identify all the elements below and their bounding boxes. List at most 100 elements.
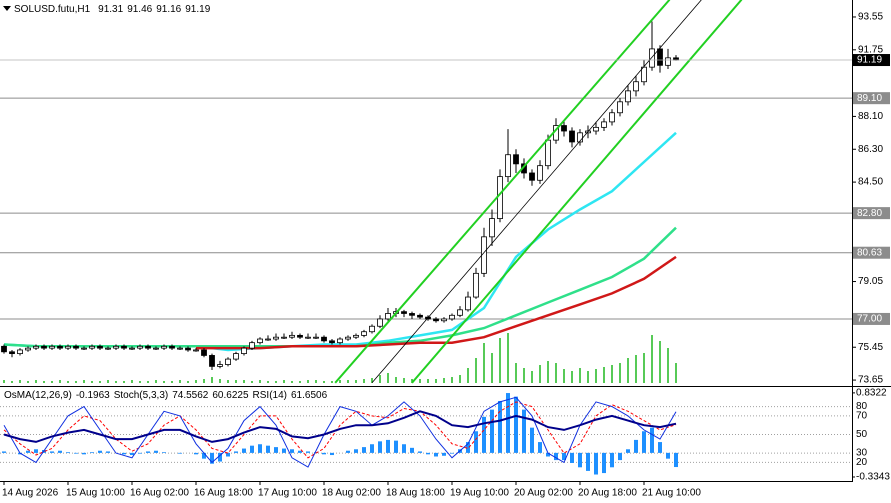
osma-bar bbox=[650, 427, 654, 453]
osma-bar bbox=[378, 441, 382, 453]
candle-body bbox=[353, 334, 359, 338]
header-open: 91.31 bbox=[98, 4, 123, 15]
header-high: 91.46 bbox=[127, 4, 152, 15]
moving-average bbox=[196, 255, 677, 350]
candle-body bbox=[129, 347, 135, 350]
osma-bar bbox=[498, 400, 502, 453]
osma-bar bbox=[250, 445, 254, 453]
level-label: 82.80 bbox=[857, 208, 882, 219]
candle-body bbox=[537, 165, 543, 181]
indicator-y2-tick-label: 0.8322 bbox=[856, 388, 887, 399]
candle-body bbox=[569, 130, 575, 143]
candle-body bbox=[97, 345, 103, 349]
candle-body bbox=[81, 347, 87, 350]
osma-bar bbox=[2, 451, 6, 453]
x-tick-label: 17 Aug 10:00 bbox=[258, 488, 317, 499]
candle-body bbox=[497, 176, 503, 219]
osma-bar bbox=[578, 452, 582, 468]
osma-bar bbox=[258, 444, 262, 453]
osma-bar bbox=[306, 451, 310, 453]
candle-body bbox=[49, 345, 55, 349]
candle-body bbox=[217, 364, 223, 367]
candle-body bbox=[345, 336, 351, 340]
indicator-pane bbox=[0, 393, 852, 475]
osma-bar bbox=[442, 452, 446, 456]
trend-line bbox=[334, 0, 671, 384]
candle-body bbox=[625, 90, 631, 103]
y-tick-label: 79.05 bbox=[858, 276, 883, 287]
x-tick-label: 21 Aug 10:00 bbox=[642, 488, 701, 499]
osma-name: OsMA(12,26,9) bbox=[4, 390, 72, 401]
x-tick-label: 18 Aug 18:00 bbox=[386, 488, 445, 499]
candle-body bbox=[601, 121, 607, 128]
stoch-main bbox=[3, 396, 677, 468]
level-label-box bbox=[853, 207, 890, 220]
candle-body bbox=[369, 325, 375, 333]
candle-body bbox=[89, 345, 95, 349]
candle-body bbox=[433, 318, 439, 322]
candle-body bbox=[593, 126, 599, 132]
y-tick-label: 84.50 bbox=[858, 177, 883, 188]
candle-body bbox=[145, 345, 151, 349]
osma-bar bbox=[658, 442, 662, 453]
candle-body bbox=[457, 309, 463, 316]
osma-bar bbox=[514, 396, 518, 453]
candle-body bbox=[465, 296, 471, 311]
osma-bar bbox=[178, 452, 182, 454]
candle-body bbox=[305, 336, 311, 339]
candle-body bbox=[1, 345, 7, 353]
indicator-tick-label: 80 bbox=[856, 401, 868, 412]
candle-body bbox=[561, 125, 567, 132]
candle-body bbox=[337, 338, 343, 344]
candle-body bbox=[617, 101, 623, 114]
candle-body bbox=[257, 338, 263, 344]
osma-bar bbox=[242, 448, 246, 453]
candle-body bbox=[641, 66, 647, 83]
main-pane bbox=[0, 0, 852, 384]
osma-bar bbox=[370, 444, 374, 453]
candle-body bbox=[193, 349, 199, 352]
osma-bar bbox=[98, 450, 102, 453]
current-price-box bbox=[853, 54, 890, 67]
osma-bar bbox=[538, 442, 542, 453]
osma-bar bbox=[642, 431, 646, 453]
osma-bar bbox=[594, 452, 598, 475]
osma-bar bbox=[74, 452, 78, 454]
candle-body bbox=[377, 318, 383, 327]
header-close: 91.19 bbox=[185, 4, 210, 15]
candle-body bbox=[9, 351, 15, 355]
osma-bar bbox=[82, 452, 86, 455]
osma-bar bbox=[146, 451, 150, 453]
candle-body bbox=[513, 154, 519, 165]
osma-bar bbox=[26, 450, 30, 453]
candle-body bbox=[473, 272, 479, 298]
osma-bar bbox=[586, 452, 590, 471]
osma-bar bbox=[618, 452, 622, 461]
y-tick-label: 75.45 bbox=[858, 342, 883, 353]
chart-header: SOLUSD.futu,H1 91.31 91.46 91.16 91.19 bbox=[14, 4, 211, 15]
level-label: 77.00 bbox=[857, 314, 882, 325]
candle-body bbox=[169, 345, 175, 349]
candle-body bbox=[441, 318, 447, 322]
candle-body bbox=[121, 345, 127, 349]
candle-body bbox=[65, 345, 71, 349]
candle-body bbox=[321, 336, 327, 342]
rsi-last: 61.6506 bbox=[291, 390, 328, 401]
candle-body bbox=[545, 139, 551, 167]
osma-bar bbox=[434, 452, 438, 457]
osma-bar bbox=[138, 452, 142, 454]
symbol: SOLUSD.futu,H1 bbox=[14, 4, 91, 15]
osma-bar bbox=[394, 440, 398, 453]
osma-bar bbox=[546, 452, 550, 457]
candle-body bbox=[449, 314, 455, 320]
x-tick-label: 14 Aug 2026 bbox=[2, 488, 59, 499]
collapse-icon[interactable] bbox=[3, 6, 11, 11]
x-tick-label: 15 Aug 10:00 bbox=[66, 488, 125, 499]
candle-body bbox=[529, 172, 535, 181]
candle-body bbox=[201, 349, 207, 356]
candle-body bbox=[489, 218, 495, 238]
trend-line bbox=[411, 0, 743, 384]
